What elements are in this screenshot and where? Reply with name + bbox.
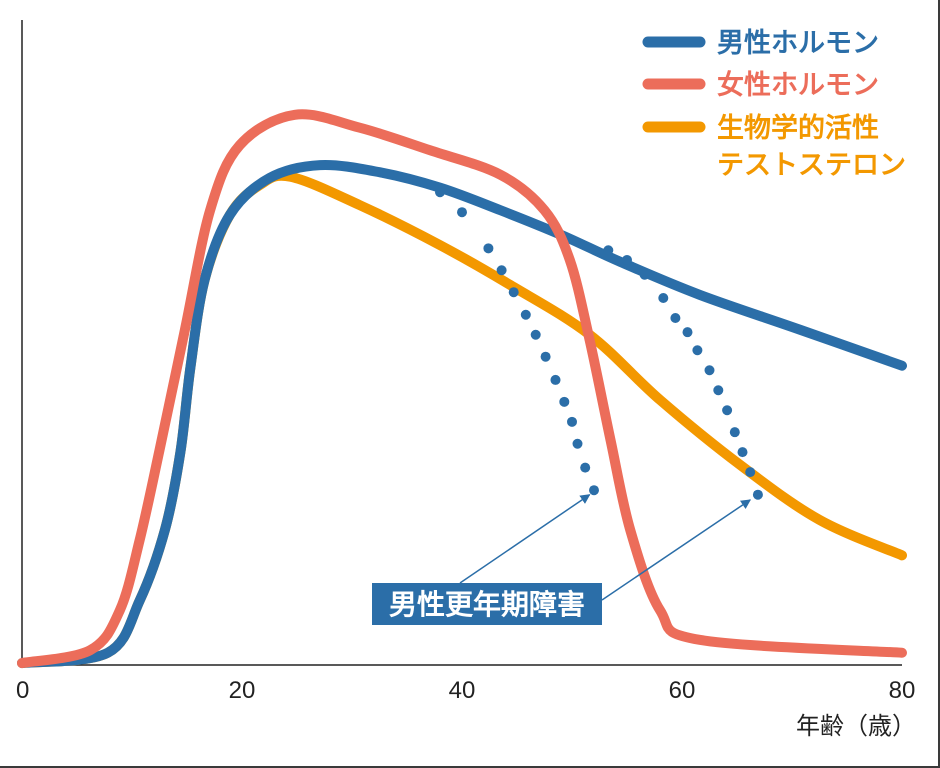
dot-point [496, 265, 507, 276]
dot-point [508, 287, 519, 298]
annotation-arrow [601, 499, 752, 601]
x-tick-label: 60 [669, 677, 696, 704]
dot-point [713, 385, 724, 396]
dot-point [550, 374, 561, 385]
x-ticks: 0 20 40 60 80 [16, 677, 915, 704]
dot-point [580, 462, 591, 473]
dot-point [567, 416, 577, 427]
x-tick-label: 0 [16, 677, 29, 704]
dot-point [722, 405, 733, 416]
legend-label: 男性ホルモン [717, 28, 879, 59]
dot-point [589, 485, 599, 496]
dot-point [540, 351, 551, 362]
dot-point [572, 438, 583, 449]
x-tick-label: 80 [889, 677, 916, 704]
dot-point [658, 292, 669, 303]
dot-point [457, 207, 467, 218]
dot-point [670, 312, 681, 323]
dot-point [745, 467, 756, 478]
x-tick-label: 20 [229, 677, 256, 704]
dot-point [530, 329, 541, 340]
legend-label: テストステロン [717, 150, 906, 181]
dot-point [682, 327, 693, 338]
dot-point [483, 243, 494, 254]
x-tick-label: 40 [449, 677, 476, 704]
dot-point [559, 396, 570, 407]
series-group [17, 109, 907, 669]
legend-label: 生物学的活性 [717, 112, 879, 144]
legend-label: 女性ホルモン [717, 69, 879, 101]
dot-point [752, 489, 763, 500]
dot-point [520, 309, 531, 320]
dot-point [692, 345, 703, 356]
annotation: 男性更年期障害 [372, 494, 752, 625]
x-axis-label: 年齢（歳） [796, 713, 916, 740]
dot-point [729, 427, 740, 438]
dotted-series [603, 245, 763, 500]
series-line [17, 159, 907, 669]
dot-point [622, 254, 632, 265]
dot-point [639, 269, 650, 280]
dot-point [737, 447, 748, 458]
annotation-box [372, 583, 602, 625]
dot-point [435, 187, 445, 198]
annotation-label: 男性更年期障害 [389, 588, 585, 621]
dot-point [603, 245, 614, 256]
dot-point [704, 365, 715, 376]
dotted-series [435, 187, 599, 496]
series-line [17, 109, 907, 669]
annotation-arrow [459, 494, 591, 584]
